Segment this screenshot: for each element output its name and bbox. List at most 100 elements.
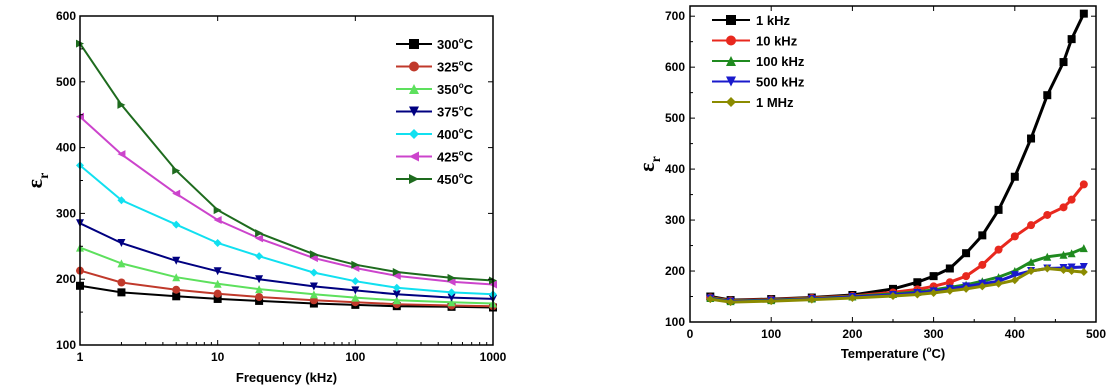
- legend-label: 1 kHz: [756, 13, 790, 28]
- legend-item: 500 kHz: [712, 75, 805, 90]
- data-point: [1079, 268, 1088, 277]
- legend-marker: [726, 76, 736, 87]
- x-tick-label: 100: [761, 327, 781, 341]
- data-point: [1010, 271, 1019, 280]
- legend-label: 500 kHz: [756, 75, 805, 90]
- legend-marker: [726, 56, 736, 66]
- data-point: [309, 290, 318, 299]
- data-point: [172, 220, 181, 229]
- legend-item: 300oC: [396, 36, 474, 52]
- data-point: [1079, 244, 1088, 253]
- legend-label: 375oC: [437, 104, 474, 120]
- legend-label: 1 MHz: [756, 95, 794, 110]
- legend-marker: [726, 97, 736, 107]
- data-point: [913, 278, 922, 287]
- data-point: [945, 264, 954, 273]
- data-point: [1059, 58, 1068, 67]
- legend-label: 300oC: [437, 36, 474, 52]
- data-point: [392, 267, 401, 276]
- legend-label: 350oC: [437, 81, 474, 97]
- data-point: [255, 275, 264, 284]
- data-point: [726, 298, 735, 307]
- data-point: [994, 205, 1003, 214]
- data-point: [913, 290, 922, 299]
- data-point: [213, 267, 222, 276]
- data-point: [309, 282, 318, 291]
- y-tick-label: 400: [665, 162, 685, 176]
- data-point: [213, 279, 222, 288]
- legend-item: 1 MHz: [712, 95, 794, 110]
- data-point: [392, 290, 401, 299]
- legend-item: 425oC: [396, 149, 474, 165]
- data-point: [994, 245, 1003, 254]
- legend-marker: [409, 151, 419, 162]
- data-point: [929, 288, 938, 297]
- data-point: [351, 286, 360, 295]
- legend-item: 325oC: [396, 59, 474, 75]
- series-line: [710, 266, 1084, 304]
- x-tick-label: 300: [924, 327, 944, 341]
- x-tick-label: 10: [211, 350, 225, 364]
- series-line: [79, 222, 494, 300]
- data-point: [1010, 172, 1019, 181]
- data-point: [1043, 264, 1052, 273]
- data-point: [889, 292, 897, 301]
- data-point: [1043, 210, 1052, 219]
- data-point: [962, 249, 971, 258]
- legend-marker: [409, 106, 419, 117]
- x-tick-label: 1000: [480, 350, 507, 364]
- data-point: [1027, 267, 1036, 276]
- data-point: [1043, 91, 1052, 100]
- data-point: [447, 293, 456, 302]
- data-point: [1067, 195, 1076, 204]
- series-2: [76, 266, 497, 311]
- y-tick-label: 700: [665, 9, 685, 23]
- data-point: [255, 252, 264, 261]
- series-7: [76, 39, 497, 285]
- legend-item: 350oC: [396, 81, 474, 97]
- y-tick-label: 100: [665, 315, 685, 329]
- data-point: [1010, 276, 1019, 285]
- legend: 300oC 325oC 350oC 375oC 400oC 425oC 450oC: [396, 36, 474, 187]
- data-point: [392, 283, 401, 292]
- data-point: [962, 272, 971, 281]
- data-point: [1059, 266, 1068, 275]
- y-tick-label: 600: [56, 9, 76, 23]
- legend-label: 325oC: [437, 59, 474, 75]
- series-line: [710, 183, 1085, 303]
- data-point: [117, 196, 126, 205]
- data-point: [978, 231, 987, 240]
- data-point: [117, 150, 126, 159]
- legend-marker: [409, 174, 419, 184]
- legend-item: 1 kHz: [712, 13, 790, 28]
- data-point: [994, 279, 1003, 288]
- data-point: [1027, 134, 1036, 143]
- data-point: [172, 292, 181, 301]
- data-point: [1067, 35, 1076, 44]
- data-point: [117, 239, 126, 248]
- data-point: [767, 297, 776, 306]
- data-point: [1067, 267, 1076, 276]
- legend-label: 10 kHz: [756, 34, 798, 49]
- legend-label: 400oC: [437, 126, 474, 142]
- data-point: [309, 268, 318, 277]
- data-point: [117, 259, 126, 268]
- y-tick-label: 500: [56, 75, 76, 89]
- legend-marker: [409, 129, 419, 139]
- legend-marker: [726, 15, 736, 25]
- data-point: [978, 260, 987, 269]
- legend-label: 425oC: [437, 149, 474, 165]
- plot-frame: [689, 5, 1097, 323]
- data-point: [172, 285, 181, 294]
- x-tick-label: 1: [77, 350, 84, 364]
- y-tick-label: 400: [56, 141, 76, 155]
- data-point: [1027, 257, 1036, 266]
- data-point: [213, 215, 222, 224]
- data-point: [117, 288, 126, 297]
- legend-item: 450oC: [396, 171, 474, 187]
- data-point: [255, 292, 264, 301]
- data-point: [117, 278, 126, 287]
- data-point: [309, 254, 318, 263]
